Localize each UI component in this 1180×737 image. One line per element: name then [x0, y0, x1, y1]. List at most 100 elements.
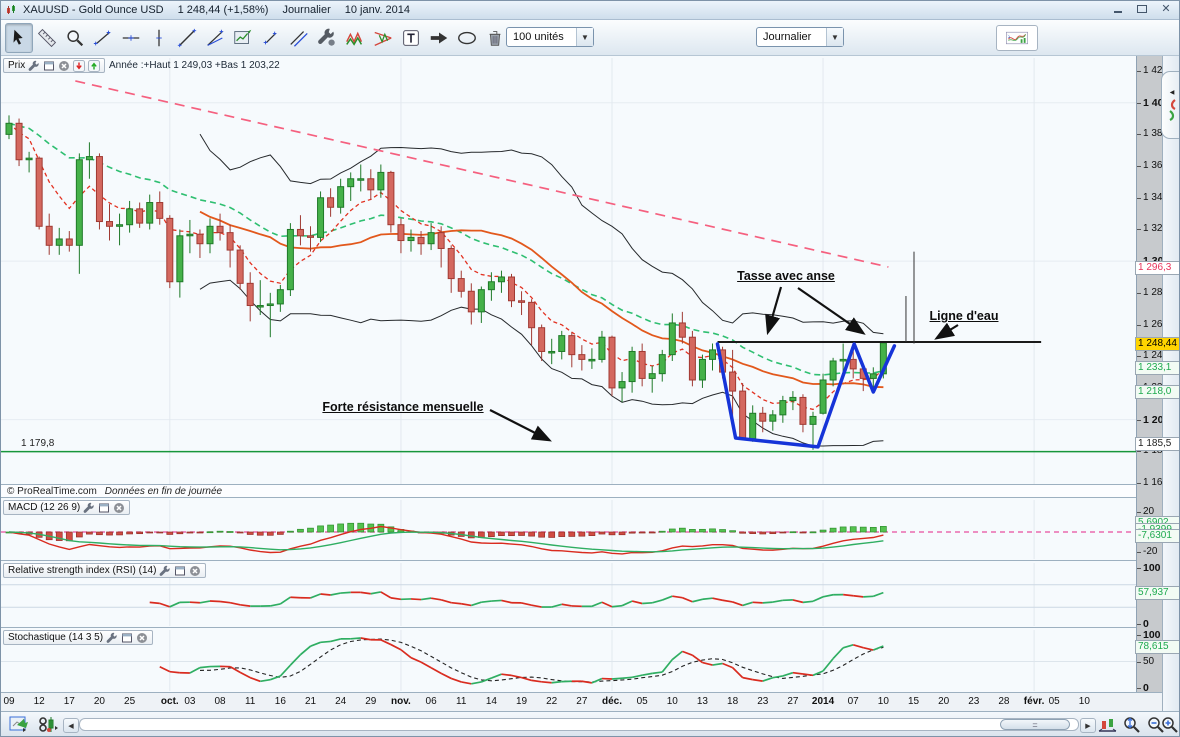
right-side-strip [1162, 56, 1179, 711]
text-tool-button[interactable] [397, 23, 425, 53]
candle [337, 186, 345, 208]
close-button[interactable]: ✕ [1161, 3, 1171, 15]
timeframe-dropdown[interactable]: Journalier ▼ [756, 27, 844, 47]
candle [638, 350, 646, 379]
chart-type-button[interactable] [996, 25, 1038, 51]
ellipse-tool-button[interactable] [453, 23, 481, 53]
candle [608, 336, 616, 389]
candle [447, 247, 455, 280]
candle [497, 276, 505, 283]
regression-channel-tool-button[interactable] [229, 23, 257, 53]
trendline-tool-button[interactable] [173, 23, 201, 53]
side-panel-tab[interactable]: ◀ [1161, 71, 1179, 139]
detach-window-icon[interactable] [98, 502, 110, 514]
date-tick-label: 16 [274, 696, 286, 707]
title-symbol: XAUUSD - Gold Ounce USD [23, 4, 164, 16]
ruler-tool-button[interactable] [33, 23, 61, 53]
delete-tool-button[interactable] [481, 23, 509, 53]
annotation-water-line[interactable]: Ligne d'eau [929, 309, 999, 323]
line-value-badge: 1 233,1 [1135, 361, 1179, 376]
drawing-settings-tool-icon [318, 28, 335, 46]
candle [286, 228, 294, 291]
minimize-button[interactable] [1111, 3, 1125, 16]
scroll-left-button[interactable]: ◀ [63, 718, 79, 733]
close-pane-icon[interactable] [136, 632, 148, 644]
multi-trendline-tool-button[interactable] [201, 23, 229, 53]
segment-tool-button[interactable] [89, 23, 117, 53]
pane-separator [1, 627, 1136, 628]
fit-vertical-button[interactable] [1121, 715, 1143, 735]
rsi-pane[interactable] [1, 563, 1136, 626]
time-scrollbar[interactable]: = [79, 718, 1079, 731]
price-pane[interactable] [1, 58, 1136, 484]
macd-tick-label: -20 [1143, 546, 1158, 557]
arrow-tool-button[interactable] [425, 23, 453, 53]
annotation-monthly-resistance[interactable]: Forte résistance mensuelle [322, 400, 484, 414]
export-chart-button[interactable] [7, 715, 33, 735]
tick-mark [1137, 661, 1141, 663]
wrench-icon[interactable] [159, 565, 171, 577]
candle [296, 228, 304, 237]
zigzag-pattern-tool-button[interactable] [341, 23, 369, 53]
candle [467, 290, 475, 313]
title-bar: XAUUSD - Gold Ounce USD 1 248,44 (+1,58%… [1, 1, 1179, 20]
stoch-pane[interactable] [1, 630, 1136, 691]
units-dropdown[interactable]: 100 unités ▼ [506, 27, 594, 47]
zoom-tool-button[interactable] [61, 23, 89, 53]
candle [377, 171, 385, 191]
close-pane-icon[interactable] [189, 565, 201, 577]
candle [628, 350, 636, 383]
close-pane-icon[interactable] [113, 502, 125, 514]
detach-window-icon[interactable] [174, 565, 186, 577]
candle [126, 208, 134, 226]
line-value-badge: 1 185,5 [1135, 436, 1179, 451]
scrollbar-thumb[interactable]: = [1000, 719, 1070, 730]
chevron-left-icon: ◀ [1169, 89, 1175, 96]
zoom-in-button[interactable] [1159, 715, 1179, 735]
annotation-cup-handle[interactable]: Tasse avec anse [737, 269, 835, 283]
date-tick-label: 2014 [811, 696, 835, 707]
close-pane-icon[interactable] [58, 60, 70, 72]
parallel-lines-tool-button[interactable] [285, 23, 313, 53]
pointer-tool-button[interactable] [5, 23, 33, 53]
horizontal-segment-tool-button[interactable] [117, 23, 145, 53]
wrench-icon[interactable] [83, 502, 95, 514]
date-tick-label: nov. [391, 696, 411, 707]
detach-window-icon[interactable] [121, 632, 133, 644]
price-tick-label: 1 180 [1143, 445, 1169, 457]
tick-mark [1137, 229, 1141, 231]
date-tick-label: oct. [160, 696, 179, 707]
drawing-settings-tool-button[interactable] [313, 23, 341, 53]
date-tick-label: 22 [546, 696, 558, 707]
cup-handle-drawing[interactable] [715, 342, 897, 449]
chart-area[interactable] [1, 56, 1136, 692]
linked-instrument-button[interactable] [35, 715, 61, 735]
zigzag-pattern-tool-icon [346, 31, 363, 46]
date-tick-label: 10 [666, 696, 678, 707]
triangle-pattern-tool-button[interactable] [369, 23, 397, 53]
price-tick-label: 1 320 [1143, 223, 1169, 235]
wrench-icon[interactable] [106, 632, 118, 644]
price-tick-label: 1 160 [1143, 476, 1169, 488]
zoom-out-button[interactable] [1145, 715, 1167, 735]
arrow-down-red-icon[interactable] [73, 59, 86, 72]
price-tick-label: 1 260 [1143, 318, 1169, 330]
candle [658, 354, 666, 375]
descending-trendline[interactable] [75, 80, 889, 268]
detach-window-icon[interactable] [43, 60, 55, 72]
date-tick-label: 20 [93, 696, 105, 707]
tick-mark [1137, 688, 1141, 689]
ruler-tool-icon [37, 28, 57, 48]
macd-pane[interactable] [1, 500, 1136, 559]
arrow-up-green-icon[interactable] [88, 59, 101, 72]
restore-button[interactable] [1135, 3, 1149, 16]
date-tick-label: 18 [727, 696, 739, 707]
wrench-icon[interactable] [28, 60, 40, 72]
date-axis[interactable]: 09 12 17 20 25 oct. 03 08 11 16 21 24 29 nov. 06 11 14 19… [1, 692, 1162, 711]
chart-canvas[interactable] [1, 1, 1136, 736]
short-trend-tool-button[interactable] [257, 23, 285, 53]
candle [749, 412, 757, 440]
scroll-right-button[interactable]: ▶ [1080, 718, 1096, 733]
vertical-line-tool-button[interactable] [145, 23, 173, 53]
candle-width-button[interactable] [1097, 715, 1119, 735]
